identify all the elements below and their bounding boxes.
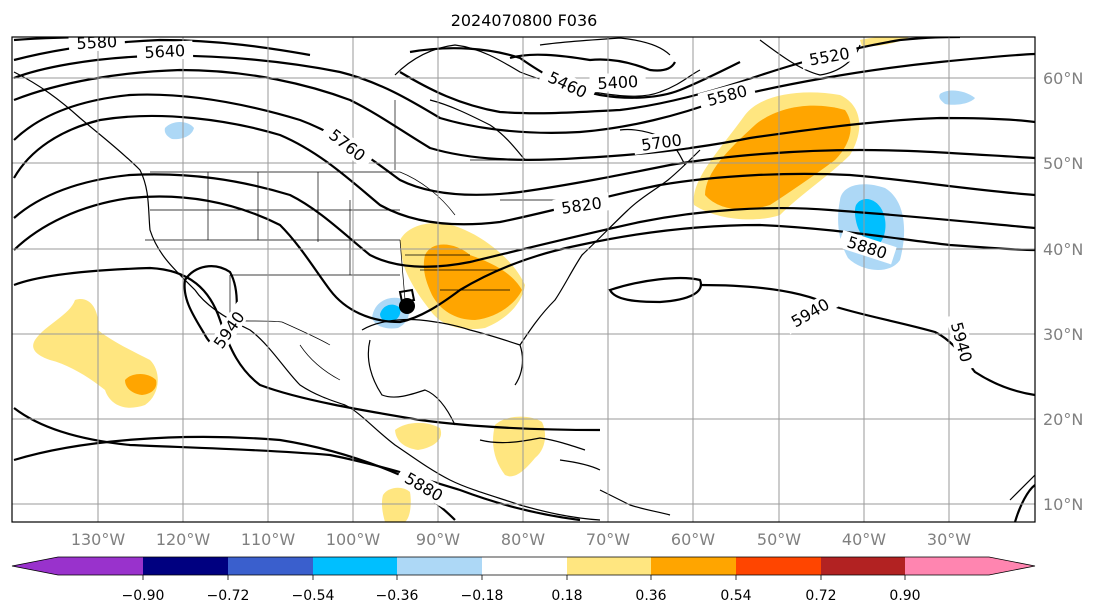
contour-5940-east <box>699 283 1035 397</box>
lon-label: 80°W <box>501 530 545 549</box>
lon-label: 90°W <box>416 530 460 549</box>
lon-label: 100°W <box>326 530 381 549</box>
lon-label: 110°W <box>241 530 296 549</box>
lat-label: 40°N <box>1043 240 1083 259</box>
contour-5760 <box>13 114 1035 226</box>
lat-label: 60°N <box>1043 69 1083 88</box>
colorbar-bin <box>397 557 482 575</box>
contour-5940-atlantic-loop <box>608 276 703 304</box>
longitude-labels: 130°W 120°W 110°W 100°W 90°W 80°W 70°W 6… <box>71 530 971 549</box>
colorbar-bin <box>821 557 905 575</box>
lat-label: 20°N <box>1043 410 1083 429</box>
colorbar-label: 0.90 <box>889 588 920 604</box>
contour-labels: 5580 5640 5460 5400 5520 <box>68 32 978 509</box>
colorbar-bin <box>143 557 228 575</box>
contour-5880 <box>13 195 1035 324</box>
anomaly-alaska-neg <box>164 122 194 140</box>
lon-label: 60°W <box>671 530 715 549</box>
contour-5400 <box>509 53 676 72</box>
colorbar-bin <box>905 557 989 575</box>
lat-label: 10°N <box>1043 495 1083 514</box>
colorbar-extend-low <box>12 557 58 575</box>
anomaly-pacific-inner <box>125 374 157 395</box>
anomaly-caribbean <box>493 416 546 477</box>
location-marker-flag <box>398 288 416 304</box>
lat-label: 50°N <box>1043 154 1083 173</box>
colorbar-bin <box>58 557 143 575</box>
lon-label: 120°W <box>156 530 211 549</box>
contour-5940 <box>13 266 601 432</box>
anomaly-central-america <box>395 422 442 450</box>
contour-label: 5640 <box>144 41 186 62</box>
anomaly-south-pacific <box>381 487 411 522</box>
colorbar-bin <box>736 557 821 575</box>
colorbar-label: −0.54 <box>292 588 335 604</box>
colorbar-bin <box>651 557 736 575</box>
colorbar-label: −0.18 <box>461 588 504 604</box>
latitude-labels: 60°N 50°N 40°N 30°N 20°N 10°N <box>1043 69 1083 514</box>
contour-5940-south <box>13 407 581 522</box>
contour-5880-east-south <box>1013 484 1035 522</box>
colorbar-bin <box>313 557 397 575</box>
colorbar-label: 0.36 <box>635 588 666 604</box>
anomaly-atlantic-inner <box>705 105 851 210</box>
colorbar-label: −0.72 <box>207 588 250 604</box>
contour-5520-north <box>13 38 311 62</box>
colorbar-extend-high <box>989 557 1035 575</box>
lat-label: 30°N <box>1043 325 1083 344</box>
colorbar-label: 0.72 <box>805 588 836 604</box>
colorbar-bin <box>482 557 567 575</box>
borders <box>145 100 560 381</box>
map-frame <box>11 36 1036 523</box>
colorbar-label: −0.36 <box>376 588 419 604</box>
colorbar-outline <box>11 556 1036 576</box>
colorbar-label: 0.54 <box>720 588 751 604</box>
lon-label: 130°W <box>71 530 126 549</box>
lon-label: 40°W <box>842 530 886 549</box>
colorbar-label: 0.18 <box>551 588 582 604</box>
contour-label: 5400 <box>597 72 639 93</box>
lon-label: 50°W <box>757 530 801 549</box>
contour-5700 <box>13 93 1035 196</box>
anomaly-gulf-neg-inner <box>380 304 401 322</box>
colorbar-ticks <box>142 575 906 580</box>
contour-5820 <box>13 173 1035 268</box>
colorbar-labels: −0.90 −0.72 −0.54 −0.36 −0.18 0.18 0.36 … <box>122 588 921 604</box>
colorbar-label: −0.90 <box>122 588 165 604</box>
contour-5520 <box>399 37 961 115</box>
lon-label: 30°W <box>927 530 971 549</box>
map-panel: 5580 5640 5460 5400 5520 <box>11 32 1036 523</box>
lon-label: 70°W <box>586 530 630 549</box>
anomaly-greenland-neg <box>939 90 975 105</box>
contour-label: 5580 <box>76 32 118 53</box>
colorbar: −0.90 −0.72 −0.54 −0.36 −0.18 0.18 0.36 … <box>11 556 1036 604</box>
colorbar-bin <box>567 557 651 575</box>
map-title: 2024070800 F036 <box>451 11 598 30</box>
colorbar-bin <box>228 557 313 575</box>
